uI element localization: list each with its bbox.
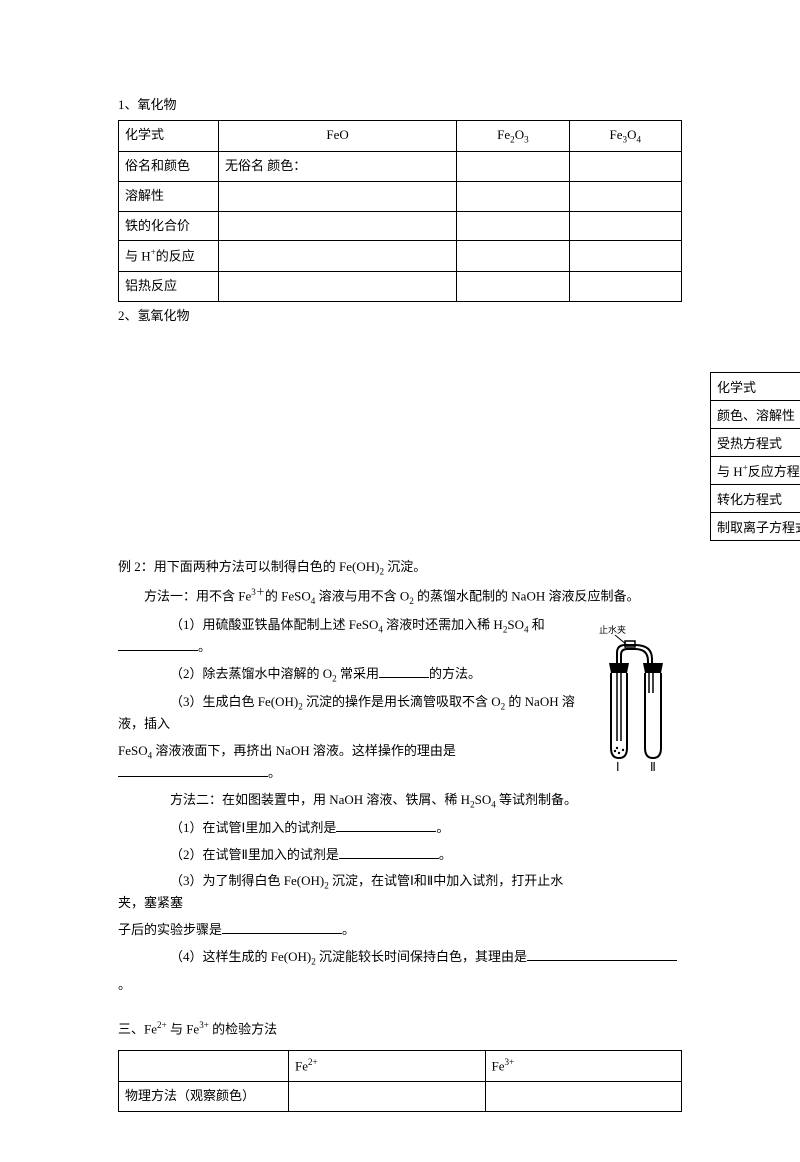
m1-q2: （2）除去蒸馏水中溶解的 O2 常采用的方法。 (118, 664, 589, 686)
cell (569, 181, 681, 211)
example-title: 例 2：用下面两种方法可以制得白色的 Fe(OH)2 沉淀。 (118, 557, 682, 579)
blank (118, 638, 198, 651)
table-row: 物理方法（观察颜色） (119, 1082, 682, 1112)
section1-heading: 1、氧化物 (118, 95, 682, 116)
m2-q4a: （4）这样生成的 Fe(OH)2 沉淀能较长时间保持白色，其理由是 (118, 947, 682, 969)
cell (119, 1051, 289, 1082)
cell: 颜色、溶解性 (711, 401, 800, 429)
hydroxide-side-table: 化学式 颜色、溶解性 受热方程式 与 H+反应方程 转化方程式 制取离子方程式 (710, 372, 800, 541)
cell: 物理方法（观察颜色） (119, 1082, 289, 1112)
cell: Fe2+ (289, 1051, 486, 1082)
cell (457, 211, 569, 241)
check-table: Fe2+ Fe3+ 物理方法（观察颜色） (118, 1050, 682, 1112)
cell (457, 241, 569, 272)
blank (222, 921, 342, 934)
cell (569, 241, 681, 272)
cell: 转化方程式 (711, 485, 800, 513)
cell (289, 1082, 486, 1112)
cell: 受热方程式 (711, 429, 800, 457)
cell: 俗名和颜色 (119, 151, 219, 181)
cell (219, 181, 457, 211)
table-row: 铁的化合价 (119, 211, 682, 241)
section3-heading: 三、Fe2+ 与 Fe3+ 的检验方法 (118, 1018, 682, 1040)
m1-q3a: （3）生成白色 Fe(OH)2 沉淀的操作是用长滴管吸取不含 O2 的 NaOH… (118, 692, 589, 735)
cell: FeO (219, 120, 457, 151)
cell: Fe3O4 (569, 120, 681, 151)
example-prefix: 例 2： (118, 559, 154, 574)
blank (339, 846, 439, 859)
section2-heading: 2、氢氧化物 (118, 306, 682, 327)
cell: 溶解性 (119, 181, 219, 211)
example-rest: 用下面两种方法可以制得白色的 Fe(OH)2 沉淀。 (154, 559, 427, 574)
cell (219, 211, 457, 241)
method1-intro: 方法一：用不含 Fe3＋的 FeSO4 溶液与用不含 O2 的蒸馏水配制的 Na… (118, 585, 682, 608)
blank (336, 819, 436, 832)
cell: Fe2O3 (457, 120, 569, 151)
cell: 铝热反应 (119, 272, 219, 302)
m2-q3b: 子后的实验步骤是。 (118, 920, 682, 941)
m2-q3a: （3）为了制得白色 Fe(OH)2 沉淀，在试管Ⅰ和Ⅱ中加入试剂，打开止水夹，塞… (118, 871, 589, 914)
table-row: 与 H+的反应 (119, 241, 682, 272)
cell (219, 241, 457, 272)
cell: 无俗名 颜色： (219, 151, 457, 181)
tube2-label: Ⅱ (650, 760, 656, 773)
m2-q2: （2）在试管Ⅱ里加入的试剂是。 (118, 845, 589, 866)
cell (569, 151, 681, 181)
cell (219, 272, 457, 302)
cell (569, 272, 681, 302)
blank (379, 665, 429, 678)
table-row: 化学式 FeO Fe2O3 Fe3O4 (119, 120, 682, 151)
m1-q1: （1）用硫酸亚铁晶体配制上述 FeSO4 溶液时还需加入稀 H2SO4 和。 (118, 615, 589, 658)
cell: 化学式 (119, 120, 219, 151)
tube1-label: Ⅰ (616, 760, 620, 773)
table-row: 溶解性 (119, 181, 682, 211)
cell: 与 H+的反应 (119, 241, 219, 272)
cell (457, 181, 569, 211)
cell (457, 151, 569, 181)
m2-q4b: 。 (118, 975, 682, 996)
example-block: 例 2：用下面两种方法可以制得白色的 Fe(OH)2 沉淀。 方法一：用不含 F… (118, 557, 682, 996)
table-row: 铝热反应 (119, 272, 682, 302)
apparatus-figure: 止水夹 (597, 623, 682, 780)
table-row: 俗名和颜色 无俗名 颜色： (119, 151, 682, 181)
cell: 化学式 (711, 373, 800, 401)
m1-q3b: FeSO4 溶液液面下，再挤出 NaOH 溶液。这样操作的理由是。 (118, 741, 589, 784)
stop-clamp-label: 止水夹 (599, 624, 626, 635)
cell (457, 272, 569, 302)
blank (527, 948, 677, 961)
cell: 铁的化合价 (119, 211, 219, 241)
cell: Fe3+ (485, 1051, 682, 1082)
blank (118, 764, 268, 777)
cell: 与 H+反应方程 (711, 457, 800, 485)
cell (485, 1082, 682, 1112)
section3: 三、Fe2+ 与 Fe3+ 的检验方法 Fe2+ Fe3+ 物理方法（观察颜色） (118, 1018, 682, 1112)
m2-q1: （1）在试管Ⅰ里加入的试剂是。 (118, 818, 589, 839)
oxide-table: 化学式 FeO Fe2O3 Fe3O4 俗名和颜色 无俗名 颜色： 溶解性 铁的… (118, 120, 682, 302)
cell (569, 211, 681, 241)
table-row: Fe2+ Fe3+ (119, 1051, 682, 1082)
cell: 制取离子方程式 (711, 513, 800, 541)
m2-intro: 方法二：在如图装置中，用 NaOH 溶液、铁屑、稀 H2SO4 等试剂制备。 (118, 790, 589, 812)
